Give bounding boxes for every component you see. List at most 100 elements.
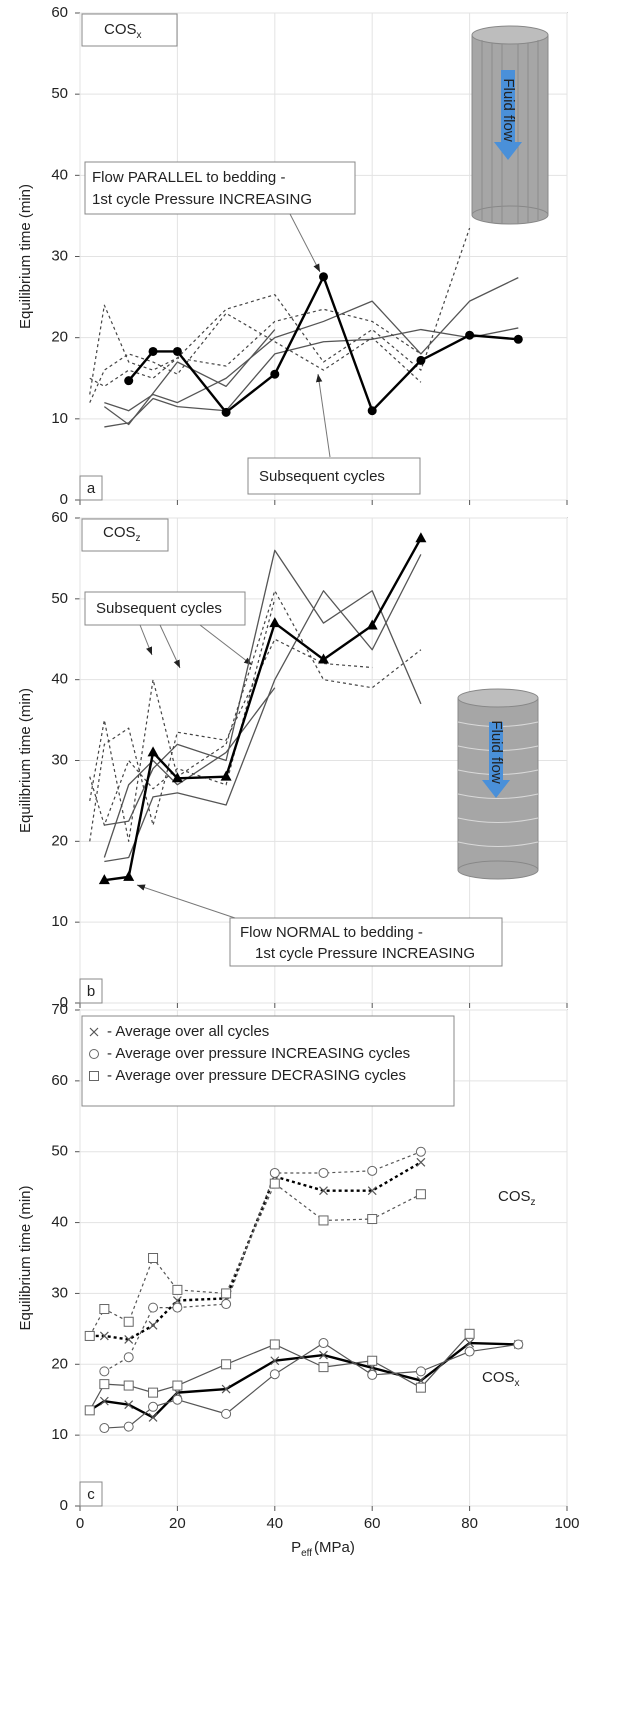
x-tick-label: 80 (461, 1515, 478, 1532)
point (99, 1379, 110, 1390)
x-axis-title: Peff (MPa) (291, 1539, 355, 1559)
point (415, 1366, 426, 1377)
point (465, 1338, 475, 1348)
point (123, 1316, 134, 1327)
y-tick-label: 50 (51, 590, 68, 607)
point (221, 1299, 232, 1310)
point (172, 1380, 183, 1391)
legend (81, 1015, 455, 1107)
point (221, 1384, 231, 1394)
point (270, 369, 280, 379)
point (148, 346, 158, 356)
y-tick-label: 50 (51, 1143, 68, 1160)
series-line (89, 598, 276, 826)
x-tick-label: 40 (266, 1515, 283, 1532)
point (171, 772, 183, 783)
y-axis-title: Equilibrium time (min) (17, 688, 34, 833)
point (123, 1352, 134, 1363)
curve-label: COSx (482, 1369, 520, 1389)
x-tick-label: 100 (554, 1515, 579, 1532)
y-tick-label: 40 (51, 166, 68, 183)
point (416, 355, 426, 365)
point (513, 1339, 524, 1350)
panel-letter: a (87, 480, 96, 497)
point (99, 1331, 109, 1341)
y-tick-label: 70 (51, 1001, 68, 1018)
y-axis-title: Equilibrium time (min) (17, 184, 34, 329)
cylinder-inset (471, 25, 549, 225)
series-line (89, 590, 422, 842)
y-tick-label: 30 (51, 751, 68, 768)
point (367, 1165, 378, 1176)
annotation: Flow NORMAL to bedding - (240, 924, 423, 941)
point (464, 1346, 475, 1357)
point (123, 1421, 134, 1432)
point (172, 1394, 183, 1405)
point (99, 1304, 110, 1315)
y-tick-label: 50 (51, 85, 68, 102)
y-tick-label: 20 (51, 1355, 68, 1372)
point (416, 1157, 426, 1167)
point (318, 1338, 329, 1349)
point (172, 346, 182, 356)
point (172, 1302, 183, 1313)
y-tick-label: 20 (51, 832, 68, 849)
annotation: Subsequent cycles (259, 468, 385, 485)
panel-letter-box (79, 978, 103, 1004)
series-line (89, 1341, 519, 1419)
annotation: 1st cycle Pressure INCREASING (255, 945, 475, 962)
point (415, 532, 427, 543)
point (124, 376, 134, 386)
curve-label: COSz (498, 1188, 536, 1208)
y-axis-title: Equilibrium time (min) (17, 1185, 34, 1330)
point (367, 1186, 377, 1196)
series-line (89, 312, 422, 403)
point (148, 1387, 159, 1398)
point (123, 1380, 134, 1391)
y-tick-label: 60 (51, 509, 68, 526)
point (148, 1253, 159, 1263)
x-tick-label: 0 (76, 1515, 84, 1532)
point (415, 1189, 426, 1200)
point (147, 746, 159, 757)
series-line (103, 329, 276, 426)
series-line (127, 275, 519, 414)
point (89, 1071, 99, 1081)
arrow (139, 624, 153, 656)
point (89, 1027, 99, 1037)
point (319, 272, 328, 282)
point (221, 1288, 232, 1299)
point (221, 1359, 232, 1370)
y-tick-label: 10 (51, 913, 68, 930)
annotation-box (229, 917, 503, 967)
point (123, 870, 135, 881)
point (148, 1413, 158, 1422)
point (148, 1302, 159, 1313)
point (84, 1405, 95, 1416)
y-tick-label: 10 (51, 1426, 68, 1443)
series-line (89, 1161, 422, 1341)
inset-label: Fluid flow (488, 720, 505, 784)
annotation: Subsequent cycles (96, 600, 222, 617)
cylinder-inset (457, 688, 539, 880)
y-tick-label: 60 (51, 1072, 68, 1089)
annotation: Flow PARALLEL to bedding - (92, 169, 285, 186)
arrow (315, 373, 331, 458)
series-line (104, 327, 519, 428)
arrow (159, 624, 181, 669)
y-tick-label: 40 (51, 671, 68, 688)
y-tick-label: 0 (60, 491, 68, 508)
point (464, 1328, 475, 1339)
point (319, 1186, 328, 1196)
annotation-box (247, 457, 421, 495)
annotation-box (84, 161, 356, 215)
series-line (89, 308, 422, 387)
point (465, 330, 475, 340)
point (124, 1335, 134, 1344)
y-tick-label: 10 (51, 410, 68, 427)
series-line (103, 687, 276, 858)
series-line (89, 1183, 422, 1337)
label-box (81, 13, 178, 47)
point (84, 1330, 95, 1341)
y-tick-label: 0 (60, 1497, 68, 1514)
